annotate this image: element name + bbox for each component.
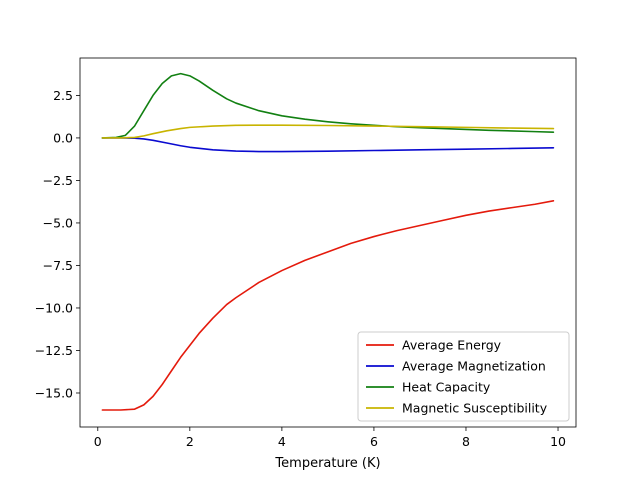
y-tick-label: −5.0 <box>43 215 73 230</box>
legend-label: Average Energy <box>402 338 502 353</box>
x-tick-label: 0 <box>94 434 102 449</box>
legend-label: Heat Capacity <box>402 380 491 395</box>
legend-label: Average Magnetization <box>402 359 546 374</box>
series-line-2 <box>101 72 555 139</box>
x-tick-label: 6 <box>370 434 378 449</box>
series-line-3 <box>101 124 555 139</box>
x-tick-label: 2 <box>186 434 194 449</box>
legend-label: Magnetic Susceptibility <box>402 401 548 416</box>
legend-box <box>357 331 570 422</box>
y-tick-label: 0.0 <box>53 130 73 145</box>
plot-frame <box>79 57 577 428</box>
y-tick-label: −7.5 <box>43 258 73 273</box>
y-tick-label: −2.5 <box>43 173 73 188</box>
legend: Average Energy Average Magnetization Heat … <box>357 331 570 422</box>
x-axis-ticks: 0 2 4 6 8 10 <box>94 427 566 449</box>
x-tick-label: 4 <box>278 434 286 449</box>
series-layer <box>101 72 555 411</box>
x-tick-label: 8 <box>462 434 470 449</box>
x-tick-label: 10 <box>550 434 566 449</box>
series-line-1 <box>101 137 555 153</box>
y-axis-ticks: −15.0 −12.5 −10.0 −7.5 −5.0 −2.5 0.0 2.5 <box>35 88 80 400</box>
x-axis-label: Temperature (K) <box>274 456 380 471</box>
y-tick-label: −15.0 <box>35 385 73 400</box>
y-tick-label: −12.5 <box>35 343 73 358</box>
series-line-0 <box>101 200 555 411</box>
y-tick-label: −10.0 <box>35 300 73 315</box>
y-tick-label: 2.5 <box>53 88 73 103</box>
